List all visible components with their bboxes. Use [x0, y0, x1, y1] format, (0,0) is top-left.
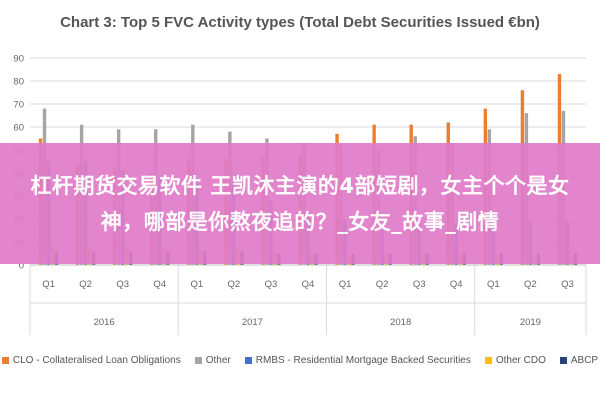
legend-label: Other: [205, 354, 231, 366]
x-tick-label: Q3: [561, 279, 574, 290]
legend-label: ABCP: [570, 354, 599, 366]
legend-item: ABCP: [559, 354, 599, 366]
overlay-banner: 杠杆期货交易软件 王凯沐主演的4部短剧，女主个个是女神，哪部是你熬夜追的？_女友…: [0, 143, 600, 264]
chart-legend: CLO - Collateralised Loan Obligations Oth…: [0, 350, 600, 370]
x-tick-label: Q1: [339, 279, 352, 290]
legend-item: Other: [194, 354, 231, 366]
y-tick-label: 90: [13, 54, 24, 65]
x-tick-label: Q1: [487, 279, 500, 290]
legend-label: Other CDO: [495, 354, 546, 366]
chart-title: Chart 3: Top 5 FVC Activity types (Total…: [60, 14, 540, 31]
legend-swatch: [194, 356, 202, 364]
x-tick-label: Q3: [413, 279, 426, 290]
legend-swatch: [484, 356, 492, 364]
legend-swatch: [559, 356, 567, 364]
year-group-label: 2017: [242, 317, 263, 328]
year-group-label: 2016: [94, 317, 115, 328]
x-tick-label: Q4: [153, 279, 166, 290]
legend-label: RMBS - Residential Mortgage Backed Secur…: [255, 354, 471, 366]
legend-label: CLO - Collateralised Loan Obligations: [12, 354, 181, 366]
legend-swatch: [244, 356, 252, 364]
x-tick-label: Q2: [524, 279, 537, 290]
x-tick-label: Q3: [265, 279, 278, 290]
y-tick-label: 70: [13, 100, 24, 111]
legend-swatch: [1, 356, 9, 364]
x-tick-label: Q1: [190, 279, 203, 290]
x-tick-label: Q4: [302, 279, 315, 290]
overlay-banner-text: 杠杆期货交易软件 王凯沐主演的4部短剧，女主个个是女神，哪部是你熬夜追的？_女友…: [30, 173, 570, 234]
legend-item: RMBS - Residential Mortgage Backed Secur…: [244, 354, 471, 366]
x-tick-label: Q2: [228, 279, 241, 290]
legend-item: Other CDO: [484, 354, 546, 366]
x-tick-label: Q2: [376, 279, 389, 290]
year-group-label: 2019: [520, 317, 541, 328]
y-tick-label: 0: [19, 261, 24, 272]
x-tick-label: Q1: [42, 279, 55, 290]
y-tick-label: 60: [13, 123, 24, 134]
x-tick-label: Q2: [79, 279, 92, 290]
year-group-label: 2018: [390, 317, 411, 328]
x-tick-label: Q4: [450, 279, 463, 290]
legend-item: CLO - Collateralised Loan Obligations: [1, 354, 181, 366]
x-tick-label: Q3: [116, 279, 129, 290]
y-tick-label: 80: [13, 77, 24, 88]
